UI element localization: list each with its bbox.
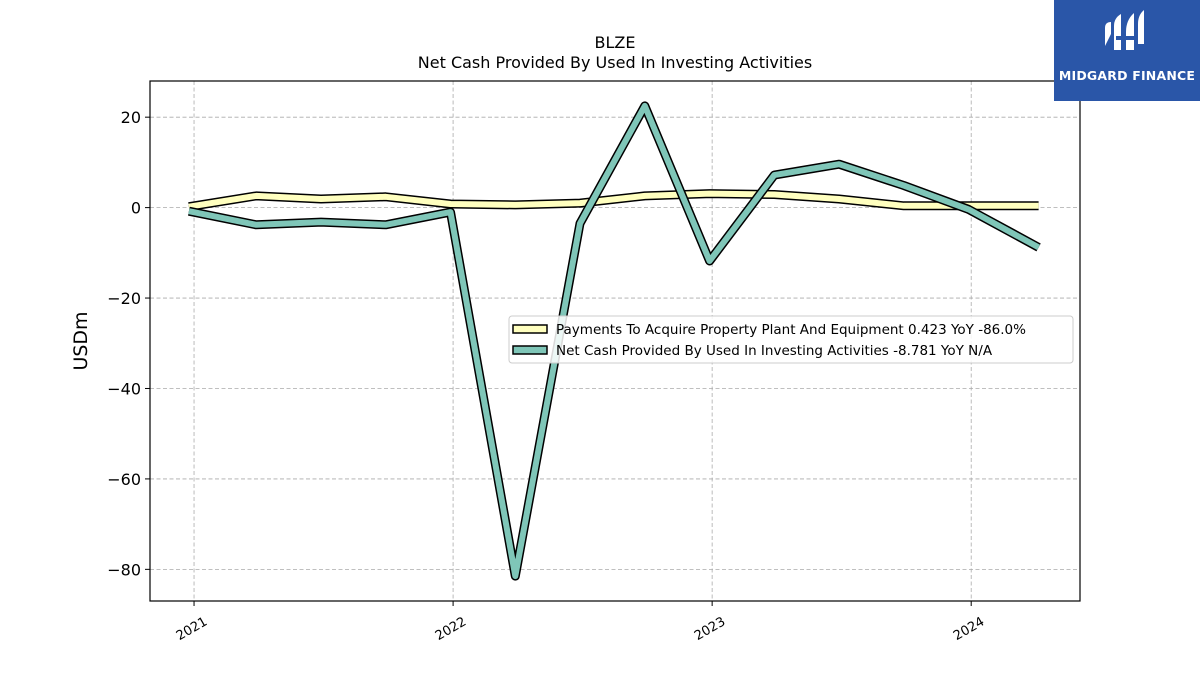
legend-entry-1: Net Cash Provided By Used In Investing A… [556, 343, 993, 359]
x-axis: 2021 2022 2023 2024 [174, 601, 987, 644]
y-tick-label-5: −80 [107, 560, 141, 579]
series-1-line [188, 102, 1041, 580]
brand-logo: MIDGARD FINANCE [1054, 0, 1200, 101]
y-tick-label-2: −20 [107, 289, 141, 308]
legend-swatch-1 [512, 345, 548, 355]
y-tick-label-1: 0 [131, 199, 141, 218]
plot-frame [149, 80, 1081, 602]
x-tick-label-0: 2021 [174, 614, 210, 644]
x-tick-label-2: 2023 [692, 614, 728, 644]
legend-entry-0: Payments To Acquire Property Plant And E… [556, 322, 1026, 338]
y-axis-label: USDm [70, 311, 92, 370]
series-lines [188, 101, 1041, 581]
brand-logo-text: MIDGARD FINANCE [1058, 68, 1196, 83]
y-axis: 20 0 −20 −40 −60 −80 [107, 108, 150, 579]
chart-title: BLZE [595, 33, 636, 52]
x-tick-label-3: 2024 [951, 614, 987, 644]
midgard-logo-icon [1105, 10, 1144, 50]
legend-box [508, 315, 1074, 364]
legend: Payments To Acquire Property Plant And E… [508, 315, 1074, 364]
chart-subtitle: Net Cash Provided By Used In Investing A… [418, 53, 812, 72]
x-tick-label-1: 2022 [433, 614, 469, 644]
y-tick-label-3: −40 [107, 379, 141, 398]
y-tick-label-0: 20 [121, 108, 141, 127]
legend-swatch-0 [512, 324, 548, 334]
y-tick-label-4: −60 [107, 470, 141, 489]
series-0-line [188, 190, 1039, 210]
